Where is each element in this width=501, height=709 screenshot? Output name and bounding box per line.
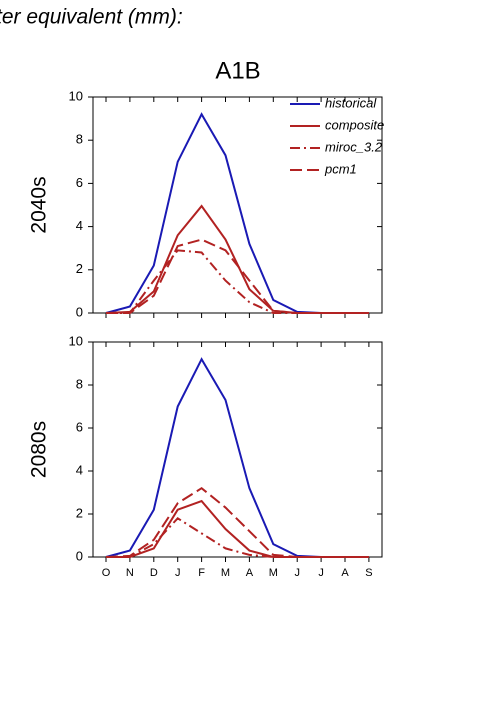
y-tick-label: 6	[76, 419, 83, 434]
y-tick-label: 0	[76, 304, 83, 319]
y-tick-label: 10	[69, 88, 83, 103]
header: ter equivalent (mm):	[0, 6, 183, 29]
y-axis-label: 2040s	[28, 176, 51, 233]
x-tick-label: M	[269, 567, 278, 579]
x-tick-label: O	[102, 567, 111, 579]
legend-label: pcm1	[324, 161, 357, 176]
legend-label: miroc_3.2	[325, 139, 383, 154]
y-tick-label: 6	[76, 175, 83, 190]
x-tick-label: S	[365, 567, 372, 579]
series-line	[105, 486, 369, 558]
legend-label: composite	[325, 117, 384, 132]
series-line	[105, 204, 369, 314]
x-tick-label: J	[294, 567, 300, 579]
plot-frame	[92, 341, 383, 558]
x-tick-label: A	[341, 567, 349, 579]
y-tick-label: 2	[76, 505, 83, 520]
x-tick-label: A	[246, 567, 254, 579]
x-tick-label: J	[175, 567, 181, 579]
y-tick-label: 4	[76, 218, 83, 233]
x-tick-label: M	[221, 567, 230, 579]
plot-frame	[92, 96, 383, 314]
series-line	[105, 357, 369, 558]
y-tick-label: 4	[76, 462, 83, 477]
y-tick-label: 2	[76, 261, 83, 276]
y-tick-label: 8	[76, 132, 83, 147]
x-tick-label: D	[150, 567, 158, 579]
y-axis-label: 2080s	[28, 421, 51, 478]
y-tick-label: 8	[76, 376, 83, 391]
y-tick-label: 0	[76, 548, 83, 563]
series-line	[106, 238, 369, 314]
legend-label: historical	[325, 95, 377, 110]
chart-title: A1B	[215, 57, 260, 84]
x-tick-label: N	[126, 567, 134, 579]
y-tick-label: 10	[69, 333, 83, 348]
x-tick-label: J	[318, 567, 324, 579]
x-tick-label: F	[198, 567, 205, 579]
